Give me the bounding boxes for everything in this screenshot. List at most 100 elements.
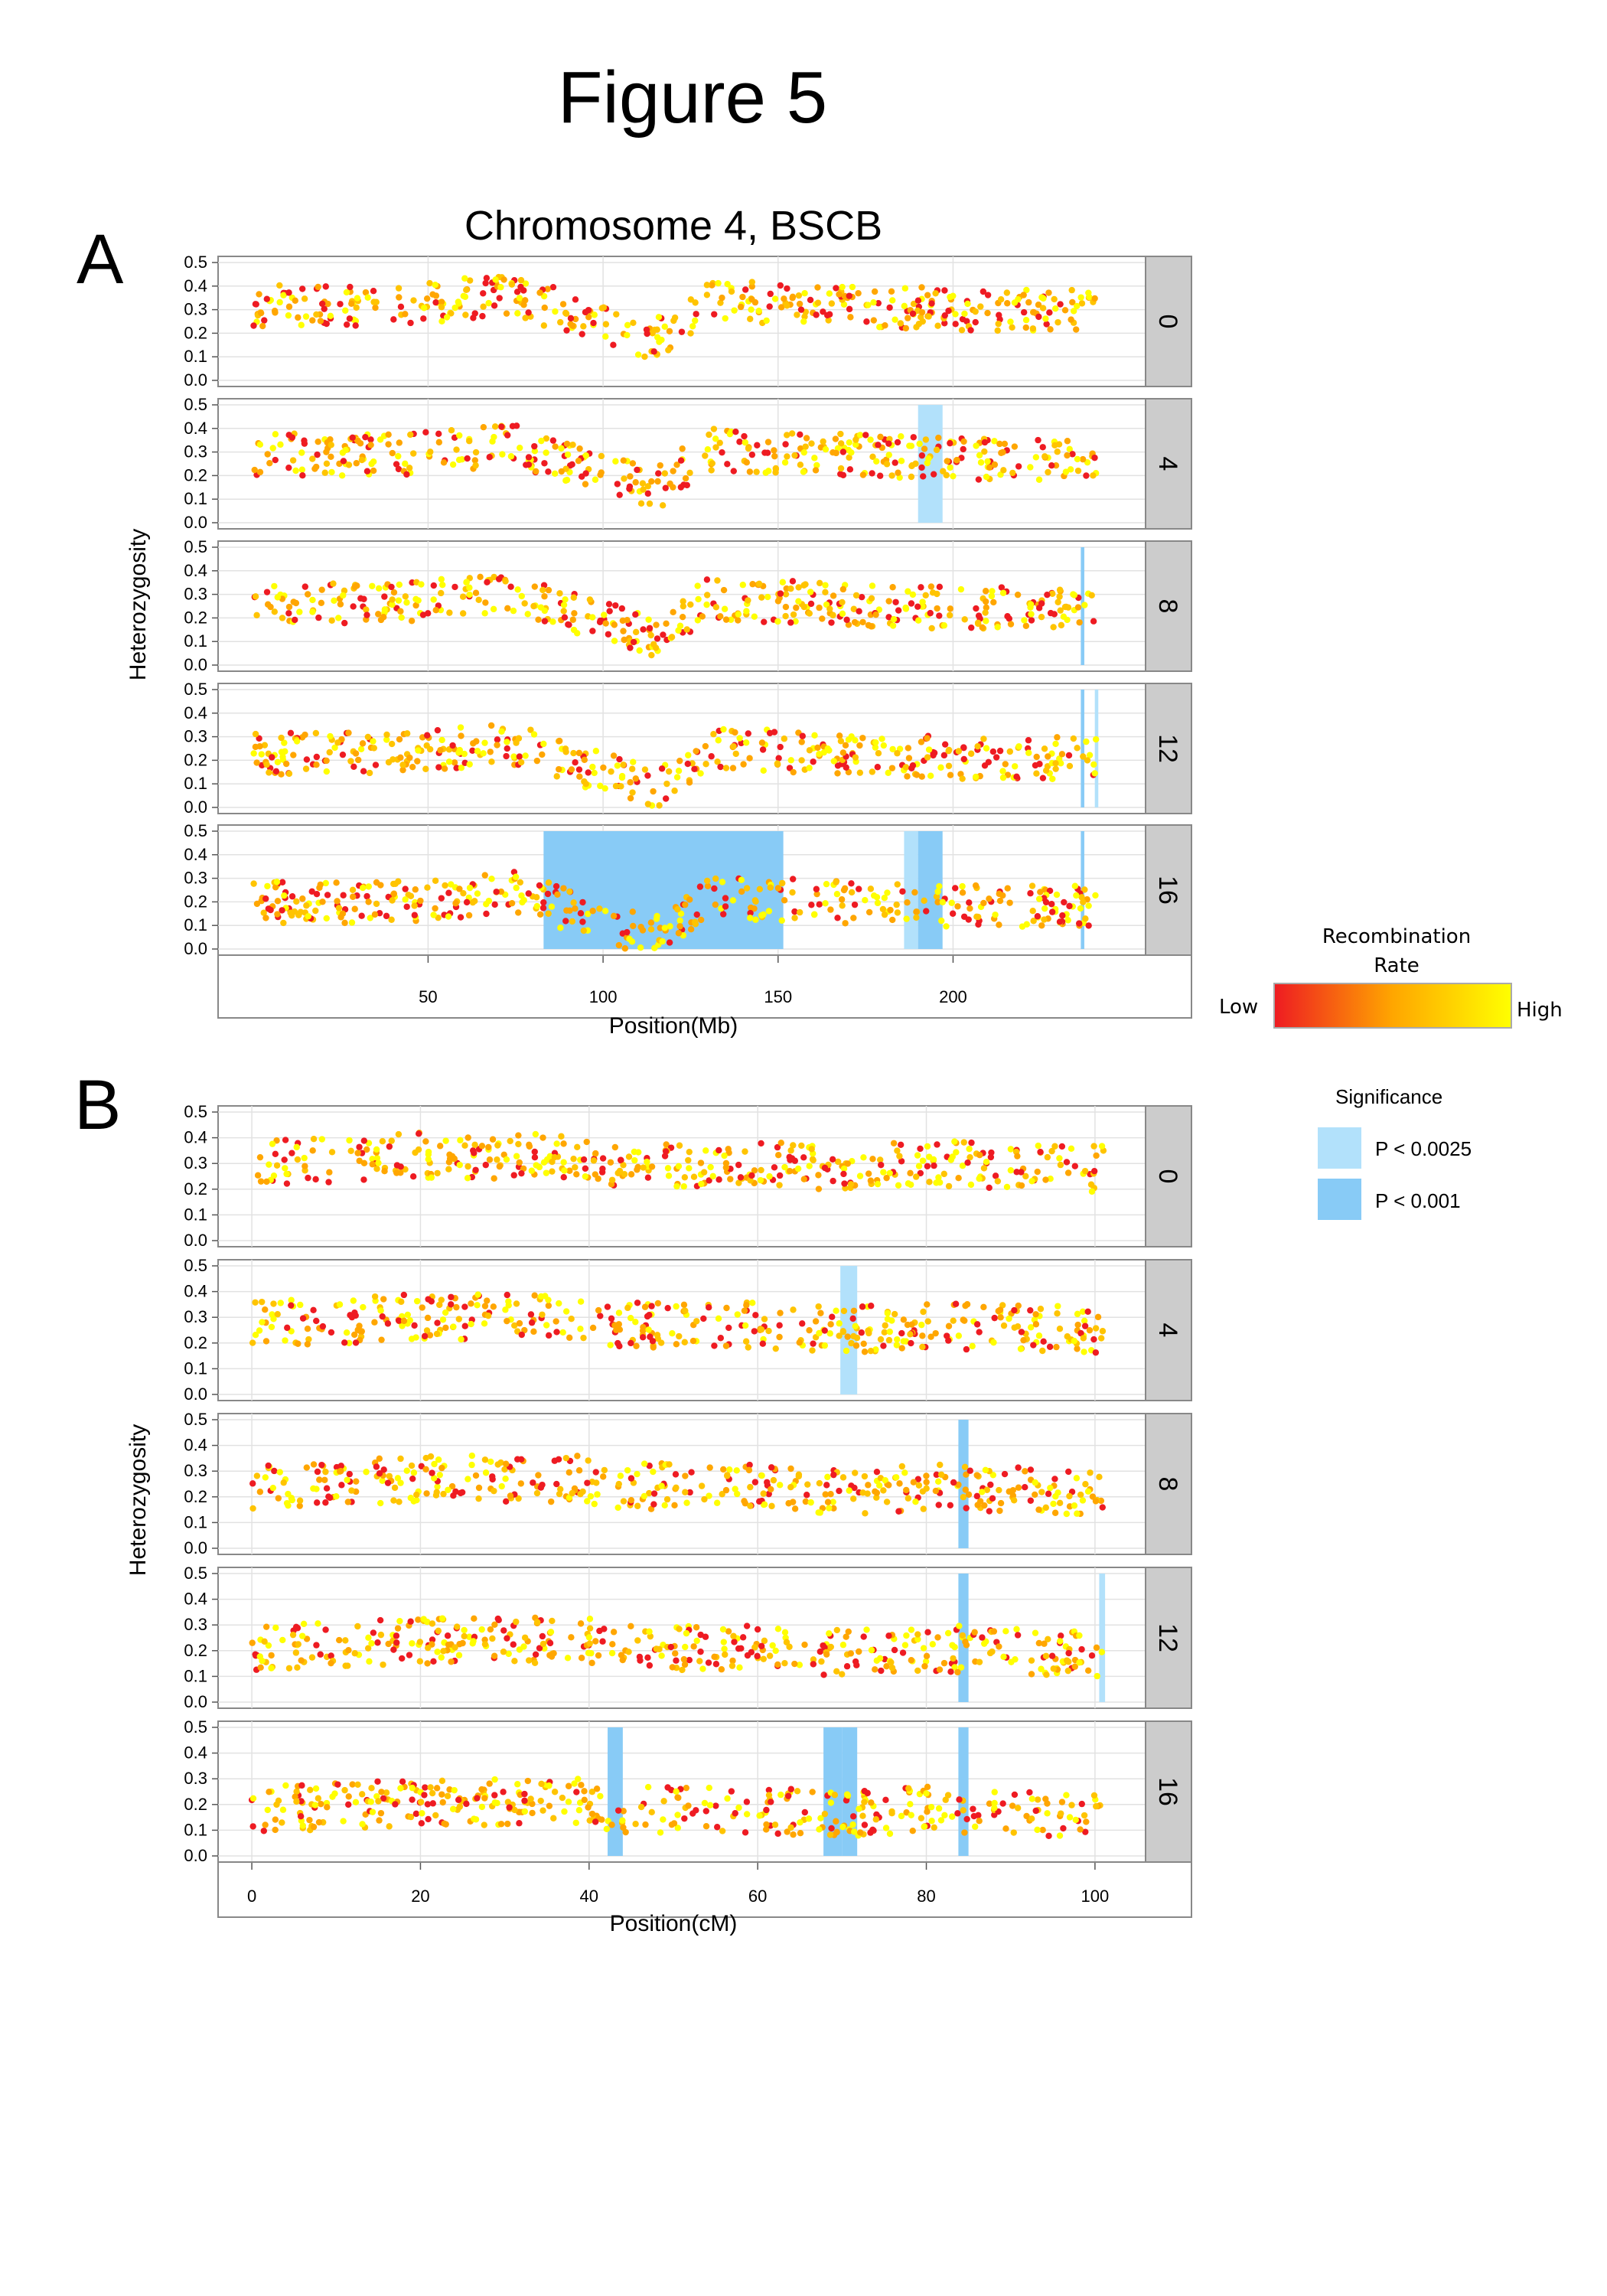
data-point (596, 905, 603, 912)
data-point (981, 1640, 988, 1647)
data-point (1025, 737, 1032, 744)
data-point (725, 1324, 732, 1332)
data-point (989, 1495, 996, 1502)
data-point (858, 1329, 865, 1336)
data-point (504, 1820, 511, 1828)
data-point (488, 876, 495, 882)
data-point (420, 305, 428, 311)
data-point (800, 468, 807, 475)
data-point (996, 1643, 1002, 1650)
data-point (272, 309, 279, 316)
data-point (711, 1653, 718, 1661)
data-point (886, 1169, 893, 1177)
data-point (1076, 619, 1083, 626)
data-point (794, 1788, 801, 1795)
data-point (340, 1818, 347, 1825)
data-point (712, 444, 719, 451)
data-point (556, 590, 563, 597)
y-tick-label: 0.0 (184, 370, 207, 390)
data-point (787, 1465, 794, 1473)
data-point (856, 742, 863, 749)
data-point (524, 1777, 532, 1785)
data-point (960, 755, 967, 763)
data-point (928, 1818, 935, 1825)
data-point (1001, 440, 1009, 448)
data-point (530, 602, 537, 610)
data-point (504, 1291, 510, 1299)
data-point (380, 1296, 387, 1303)
data-point (1098, 1649, 1106, 1655)
data-point (1007, 318, 1014, 325)
data-point (513, 422, 520, 429)
data-point (285, 303, 293, 310)
data-point (730, 468, 737, 475)
data-point (905, 588, 911, 595)
data-point (1058, 1810, 1064, 1817)
data-point (976, 1818, 983, 1825)
data-point (582, 781, 589, 788)
data-point (586, 1625, 594, 1632)
data-point (380, 1795, 387, 1802)
data-point (597, 1792, 604, 1800)
data-point (812, 467, 820, 474)
data-point (682, 901, 689, 908)
data-point (373, 879, 380, 886)
data-point (321, 469, 328, 476)
data-point (962, 1486, 969, 1493)
data-point (448, 1658, 455, 1665)
data-point (816, 604, 823, 612)
data-point (573, 1171, 580, 1178)
data-point (1081, 1317, 1088, 1324)
data-point (313, 761, 320, 768)
data-point (261, 1638, 268, 1645)
y-tick-label: 0.2 (184, 750, 207, 769)
data-point (438, 1464, 445, 1472)
data-point (561, 614, 569, 621)
data-point (516, 295, 523, 302)
y-tick-label: 0.2 (184, 1179, 207, 1199)
data-point (836, 1487, 843, 1495)
data-point (874, 899, 882, 907)
data-point (921, 445, 928, 452)
data-point (839, 902, 846, 909)
data-point (796, 300, 804, 308)
data-point (438, 1791, 445, 1798)
data-point (484, 1312, 492, 1319)
data-point (549, 1617, 556, 1625)
data-point (1025, 298, 1032, 306)
data-point (647, 1333, 654, 1340)
data-point (995, 320, 1002, 328)
data-point (1041, 453, 1048, 460)
data-point (627, 473, 634, 480)
data-point (980, 1303, 987, 1311)
data-point (348, 1487, 355, 1494)
data-point (285, 432, 292, 439)
data-point (453, 446, 460, 453)
data-point (504, 605, 511, 612)
data-point (1068, 316, 1074, 323)
y-tick-label: 0.5 (184, 1564, 207, 1583)
data-point (664, 1304, 671, 1312)
data-point (537, 1797, 544, 1805)
data-point (884, 1309, 892, 1317)
data-point (914, 617, 922, 624)
data-point (961, 1829, 968, 1836)
data-point (1052, 305, 1059, 312)
data-point (865, 1170, 872, 1177)
data-point (944, 458, 950, 465)
data-point (390, 1497, 397, 1504)
data-point (679, 613, 686, 621)
data-point (445, 1641, 452, 1649)
data-point (409, 763, 416, 771)
data-point (309, 455, 316, 462)
data-point (375, 585, 383, 592)
data-point (495, 576, 503, 582)
data-point (654, 1300, 662, 1307)
data-point (584, 1479, 591, 1486)
data-point (592, 1818, 599, 1825)
data-point (526, 1143, 533, 1150)
data-point (545, 910, 552, 917)
data-point (464, 1476, 471, 1482)
data-point (946, 612, 953, 619)
data-point (545, 1302, 553, 1309)
